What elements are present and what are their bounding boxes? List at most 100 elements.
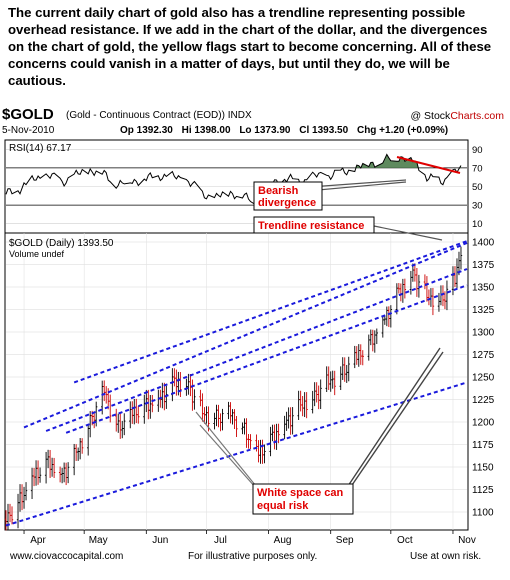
price-tick-label: 1325 xyxy=(472,305,495,316)
trendline xyxy=(23,241,468,429)
stockcharts-brand: @ StockCharts.com xyxy=(410,110,504,122)
price-candle xyxy=(80,438,84,454)
x-tick-label: May xyxy=(89,535,108,546)
high-value: Hi 1398.00 xyxy=(181,125,231,136)
white-space-arrow-left xyxy=(195,411,257,487)
rsi-tick-label: 70 xyxy=(472,163,483,174)
low-value: Lo 1373.90 xyxy=(239,125,291,136)
price-candle xyxy=(123,413,126,436)
white-space-arrow-left-2 xyxy=(199,424,257,489)
price-tick-label: 1200 xyxy=(472,418,495,429)
price-y-axis: 1100 1125 1150 1175 1200 1225 1250 1275 1300 1325… xyxy=(472,238,495,519)
white-space-arrow-right-2 xyxy=(349,351,444,489)
rsi-legend: RSI(14) 67.17 xyxy=(9,143,72,154)
price-candle xyxy=(305,392,308,419)
price-candle xyxy=(137,406,140,424)
bearish-divergence-box xyxy=(253,181,323,211)
chart-symbol: $GOLD xyxy=(2,106,54,123)
open-value: Op 1392.30 xyxy=(120,125,173,136)
price-candle xyxy=(66,462,70,484)
resistance-arrow xyxy=(373,225,443,241)
x-tick-label: Aug xyxy=(274,535,292,546)
price-candle xyxy=(10,506,14,525)
x-tick-label: Nov xyxy=(458,535,476,546)
price-candle xyxy=(459,246,463,270)
footer-risk: Use at own risk. xyxy=(410,551,482,562)
price-tick-label: 1375 xyxy=(472,260,495,271)
price-legend: $GOLD (Daily) 1393.50 xyxy=(9,238,114,249)
brand-prefix: @ Stock xyxy=(410,110,451,122)
price-candle xyxy=(361,350,364,366)
change-value: Chg +1.20 (+0.09%) xyxy=(356,125,449,136)
rsi-overbought-fill xyxy=(354,154,461,168)
brand-suffix: Charts.com xyxy=(450,110,504,122)
price-candle xyxy=(109,394,112,423)
ohlc-readout: Op 1392.30 Hi 1398.00 Lo 1373.90 Cl 1393… xyxy=(120,125,454,136)
price-candle xyxy=(24,482,28,501)
rsi-tick-label: 50 xyxy=(472,182,483,193)
price-candle xyxy=(431,287,435,316)
price-candle xyxy=(417,274,421,298)
trendline xyxy=(45,268,468,432)
price-candle xyxy=(319,379,322,410)
price-tick-label: 1225 xyxy=(472,395,495,406)
price-candle xyxy=(277,423,280,444)
price-tick-label: 1125 xyxy=(472,485,494,496)
annotations: Bearish divergence Trendline resistance … xyxy=(195,156,461,515)
price-tick-label: 1250 xyxy=(472,373,495,384)
price-panel: 1100 1125 1150 1175 1200 1225 1250 1275 1300 1325… xyxy=(4,232,495,546)
bearish-divergence-label-line1: Bearish xyxy=(258,185,299,197)
price-candles xyxy=(4,246,463,531)
intro-paragraph: The current daily chart of gold also has… xyxy=(8,5,492,88)
price-candle xyxy=(375,328,379,345)
chart-symbol-description: (Gold - Continuous Contract (EOD)) INDX xyxy=(66,110,252,121)
trendline-resistance-box xyxy=(253,216,375,234)
price-candle xyxy=(263,444,266,464)
rsi-divergence-line xyxy=(396,156,461,174)
rsi-line xyxy=(5,153,462,206)
rsi-grid xyxy=(6,149,467,224)
rsi-tick-label: 90 xyxy=(472,145,483,156)
price-tick-label: 1150 xyxy=(472,463,494,474)
x-tick-label: Sep xyxy=(336,535,354,546)
volume-legend: Volume undef xyxy=(9,249,65,259)
white-space-label-line2: equal risk xyxy=(257,500,309,512)
trendline xyxy=(65,284,468,434)
rsi-panel: 10 30 50 70 90 RSI(14) 67.17 xyxy=(4,139,483,234)
price-candle xyxy=(333,370,336,396)
price-candle xyxy=(445,280,449,311)
price-candle xyxy=(249,434,252,449)
rsi-y-axis: 10 30 50 70 90 xyxy=(472,145,483,230)
x-tick-label: Oct xyxy=(397,535,413,546)
price-candle xyxy=(347,356,350,382)
price-tick-label: 1300 xyxy=(472,328,495,339)
price-candle xyxy=(291,407,294,435)
close-value: Cl 1393.50 xyxy=(299,125,349,136)
price-candle xyxy=(235,416,238,437)
bearish-divergence-label-line2: divergence xyxy=(258,197,316,209)
x-tick-label: Apr xyxy=(30,535,46,546)
footer-website: www.ciovaccocapital.com xyxy=(10,551,124,562)
rsi-tick-label: 10 xyxy=(472,219,483,230)
price-candle xyxy=(52,457,56,478)
price-tick-label: 1400 xyxy=(472,238,495,249)
x-tick-label: Jul xyxy=(214,535,227,546)
price-candle xyxy=(403,278,407,299)
price-candle xyxy=(193,389,196,410)
price-candle xyxy=(151,394,154,413)
x-tick-label: Jun xyxy=(152,535,168,546)
chart-date: 5-Nov-2010 xyxy=(2,125,55,136)
price-tick-label: 1275 xyxy=(472,350,495,361)
price-candle xyxy=(38,467,42,483)
price-grid xyxy=(6,233,467,530)
price-candle xyxy=(221,408,224,431)
white-space-box xyxy=(252,483,354,515)
x-axis: Apr May Jun Jul Aug Sep Oct Nov xyxy=(23,530,476,546)
price-tick-label: 1100 xyxy=(472,508,494,519)
trendline-resistance-label: Trendline resistance xyxy=(258,220,364,232)
trendlines xyxy=(5,240,468,527)
footer-illustrative: For illustrative purposes only. xyxy=(188,551,318,562)
price-tick-label: 1175 xyxy=(472,440,494,451)
white-space-label-line1: White space can xyxy=(257,487,343,499)
